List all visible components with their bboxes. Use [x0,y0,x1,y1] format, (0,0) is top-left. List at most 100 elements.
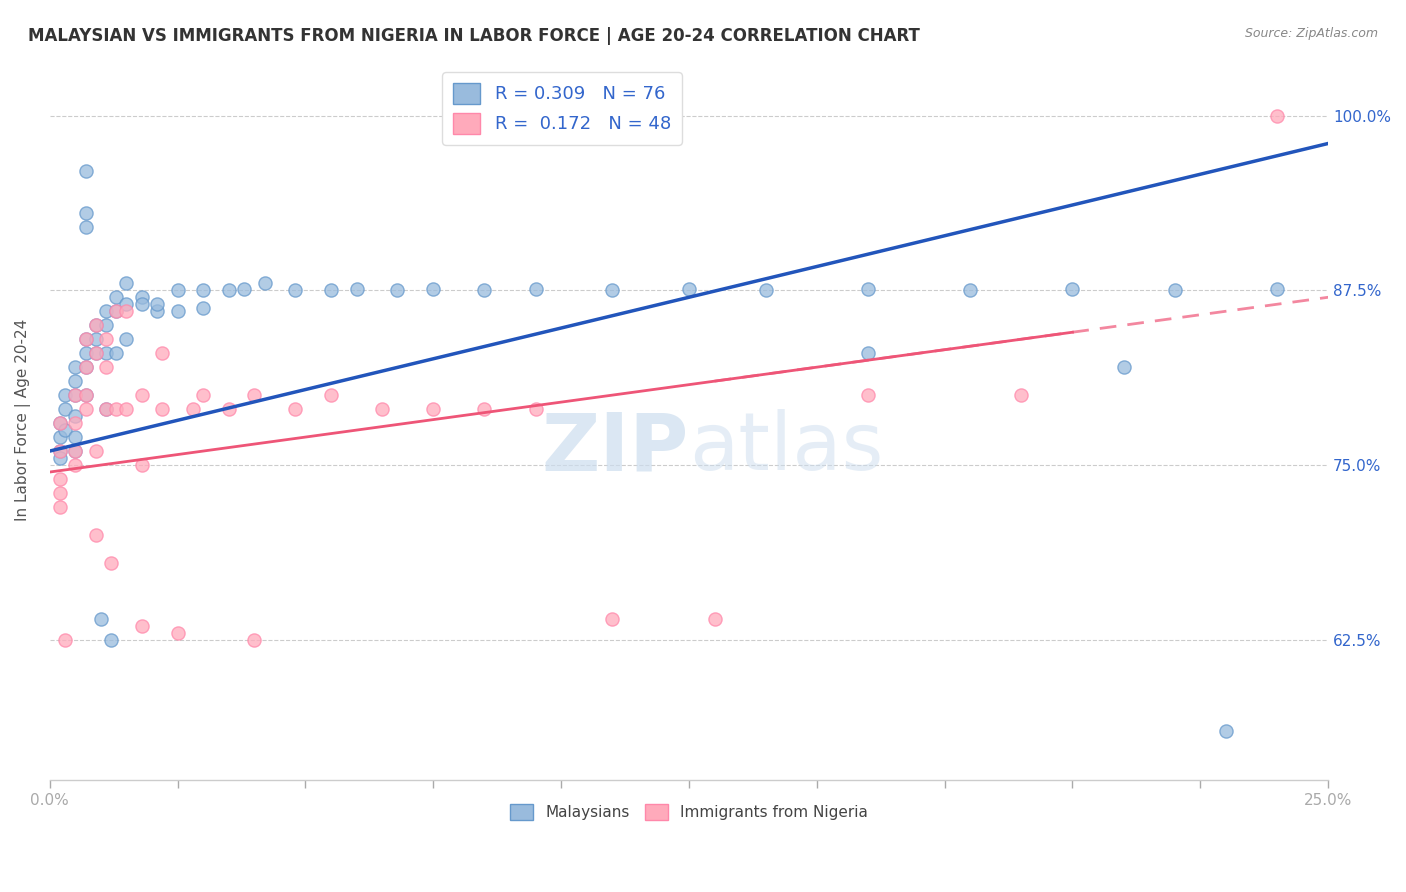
Point [84,346,107,360]
Point [474,283,496,297]
Point [105,290,128,304]
Point [856,282,879,296]
Text: atlas: atlas [689,409,883,487]
Point [474,402,496,417]
Point [49,486,72,500]
Point [131,619,153,633]
Point [53,632,76,647]
Point [65,444,87,458]
Point [53,423,76,437]
Point [75,360,97,375]
Point [49,416,72,430]
Point [75,220,97,235]
Point [1062,282,1084,296]
Point [94,360,117,375]
Point [703,612,725,626]
Point [65,388,87,402]
Point [105,304,128,318]
Legend: Malaysians, Immigrants from Nigeria: Malaysians, Immigrants from Nigeria [503,797,875,826]
Point [49,430,72,444]
Point [49,444,72,458]
Point [75,402,97,417]
Point [115,402,138,417]
Point [84,346,107,360]
Point [131,388,153,402]
Point [65,416,87,430]
Point [49,416,72,430]
Point [600,283,623,297]
Point [284,283,307,297]
Point [65,458,87,472]
Point [146,297,169,311]
Point [166,625,188,640]
Point [53,402,76,417]
Point [243,632,266,647]
Point [1265,109,1288,123]
Point [856,388,879,402]
Point [84,528,107,542]
Point [100,632,122,647]
Point [75,360,97,375]
Point [524,282,547,296]
Point [115,332,138,346]
Point [319,388,342,402]
Point [524,402,547,417]
Point [346,282,368,296]
Point [422,402,444,417]
Point [94,402,117,417]
Point [75,388,97,402]
Point [146,304,169,318]
Point [1112,360,1135,375]
Point [131,458,153,472]
Point [49,472,72,486]
Point [218,283,240,297]
Point [319,283,342,297]
Text: ZIP: ZIP [541,409,689,487]
Point [84,444,107,458]
Point [191,388,214,402]
Point [90,612,112,626]
Point [115,297,138,311]
Point [131,297,153,311]
Point [65,444,87,458]
Point [1010,388,1032,402]
Point [49,451,72,466]
Point [678,282,700,296]
Point [94,402,117,417]
Point [755,283,778,297]
Point [65,430,87,444]
Point [856,346,879,360]
Point [75,332,97,346]
Point [115,304,138,318]
Point [49,444,72,458]
Point [115,277,138,291]
Point [84,318,107,333]
Point [75,206,97,220]
Point [94,304,117,318]
Point [65,360,87,375]
Point [75,332,97,346]
Point [284,402,307,417]
Point [65,388,87,402]
Point [243,388,266,402]
Point [218,402,240,417]
Point [105,402,128,417]
Text: MALAYSIAN VS IMMIGRANTS FROM NIGERIA IN LABOR FORCE | AGE 20-24 CORRELATION CHAR: MALAYSIAN VS IMMIGRANTS FROM NIGERIA IN … [28,27,920,45]
Point [1164,283,1187,297]
Point [150,346,173,360]
Point [422,282,444,296]
Point [105,346,128,360]
Point [181,402,204,417]
Point [387,283,409,297]
Point [166,283,188,297]
Point [233,282,256,296]
Point [1215,723,1237,738]
Point [191,301,214,316]
Point [191,283,214,297]
Point [100,556,122,570]
Point [371,402,394,417]
Point [253,277,276,291]
Point [1265,282,1288,296]
Point [49,500,72,514]
Point [75,346,97,360]
